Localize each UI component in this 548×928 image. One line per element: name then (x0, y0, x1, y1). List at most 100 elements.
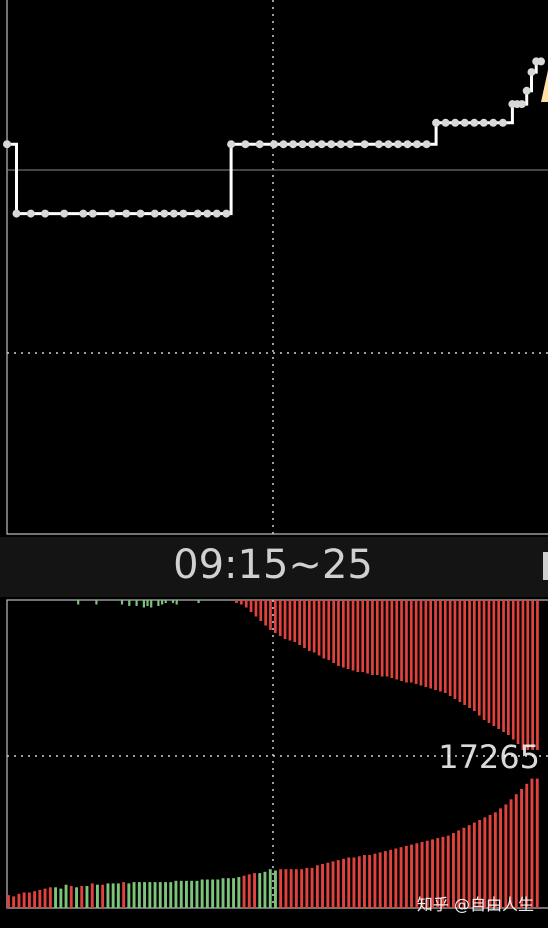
price-point-marker (169, 209, 178, 218)
price-point-marker (289, 140, 298, 149)
top-volume-bar-down (142, 600, 145, 608)
top-volume-bar-up (458, 600, 462, 702)
bottom-volume-bar (467, 825, 471, 908)
bottom-volume-bar (69, 886, 73, 908)
price-edge-marker (541, 70, 548, 102)
price-point-marker (308, 140, 317, 149)
bottom-volume-bar (253, 873, 256, 908)
top-volume-bar-up (531, 600, 534, 750)
price-point-marker (12, 209, 21, 218)
bottom-volume-bar (425, 840, 429, 908)
bottom-volume-bar (17, 893, 21, 908)
bottom-volume-bar (22, 892, 26, 908)
bottom-volume-bar (472, 822, 476, 908)
top-volume-bar-up (497, 600, 500, 729)
bottom-volume-bar (394, 848, 398, 908)
bottom-volume-bar (378, 852, 382, 908)
bottom-volume-bar (525, 783, 529, 908)
price-panel (3, 0, 548, 535)
bottom-volume-bar (326, 862, 330, 908)
top-volume-bar-up (346, 600, 350, 669)
price-point-marker (470, 118, 479, 127)
bottom-volume-bar (111, 883, 115, 908)
bottom-volume-bar (169, 882, 173, 908)
top-volume-bar-up (463, 600, 466, 705)
bottom-volume-bar (410, 844, 413, 908)
divider-band-bg (0, 537, 548, 597)
price-point-marker (394, 140, 402, 149)
bottom-volume-bar (127, 883, 131, 908)
bottom-volume-bar (90, 883, 94, 908)
bottom-volume-bar (242, 875, 246, 908)
price-point-marker (384, 140, 393, 149)
bottom-volume-bar (211, 879, 215, 908)
bottom-volume-bar (462, 827, 466, 908)
bottom-volume-bar (43, 888, 47, 908)
bottom-volume-bar (452, 833, 455, 908)
top-volume-bar-up (473, 600, 476, 711)
top-volume-bar-up (283, 600, 287, 639)
top-volume-bar-up (492, 600, 496, 726)
price-point-marker (537, 57, 545, 66)
bottom-volume-bar (27, 892, 31, 908)
top-volume-bar-up (332, 600, 335, 663)
top-volume-bar-up (298, 600, 301, 645)
bottom-volume-bar (499, 808, 502, 908)
top-volume-bar-up (482, 600, 486, 720)
volume-panel: 17265 (6, 599, 548, 909)
bottom-volume-bar (368, 855, 372, 908)
top-volume-bars (77, 600, 539, 750)
top-volume-bar-up (409, 600, 413, 683)
bottom-volume-bar (7, 895, 10, 908)
bottom-volume-bar (226, 878, 230, 908)
bottom-volume-bar (535, 778, 539, 908)
bottom-volume-bar (237, 877, 241, 908)
bottom-volume-bar (137, 882, 141, 908)
top-volume-bar-up (254, 600, 258, 617)
price-point-marker (522, 86, 531, 95)
top-volume-bar-up (375, 600, 379, 675)
top-volume-bar-down (128, 600, 131, 606)
top-volume-bar-up (385, 600, 389, 677)
top-volume-bar-up (288, 600, 292, 641)
bottom-volume-bar (200, 879, 204, 908)
bottom-volume-bar (153, 882, 157, 908)
price-point-marker (374, 140, 383, 149)
price-line-group (3, 57, 548, 218)
bottom-volume-bar (284, 869, 288, 908)
price-point-marker (41, 209, 50, 218)
top-volume-bar-up (448, 600, 452, 696)
price-panel-border (6, 0, 548, 535)
price-point-marker (403, 140, 412, 149)
top-volume-bar-up (487, 600, 491, 723)
bottom-volume-bar (274, 870, 277, 908)
bottom-volume-bar (279, 869, 283, 908)
price-point-marker (179, 209, 188, 218)
price-point-marker (527, 68, 536, 77)
top-volume-bar-up (424, 600, 428, 687)
price-point-marker (441, 118, 450, 127)
top-volume-bar-up (303, 600, 306, 648)
price-point-marker (193, 209, 202, 218)
bottom-volume-bar (399, 847, 403, 908)
top-volume-bar-up (526, 600, 530, 750)
price-point-marker (517, 100, 526, 109)
price-point-marker (122, 209, 131, 218)
price-point-marker (413, 140, 421, 149)
bottom-volume-bar (232, 878, 235, 908)
top-volume-bar-down (146, 600, 149, 606)
top-volume-bar-up (521, 600, 525, 750)
top-volume-bar-up (511, 600, 515, 740)
price-point-marker (222, 209, 231, 218)
bottom-volume-bar (509, 799, 513, 908)
top-volume-bar-down (135, 600, 138, 606)
bottom-volume-bar (48, 887, 52, 908)
bottom-volume-bar (300, 869, 304, 908)
price-point-marker (360, 140, 369, 149)
price-point-marker (150, 209, 159, 218)
bottom-volume-bar (12, 896, 16, 908)
bottom-volume-bar (504, 804, 508, 908)
top-volume-bar-up (390, 600, 394, 678)
price-point-marker (432, 118, 441, 127)
